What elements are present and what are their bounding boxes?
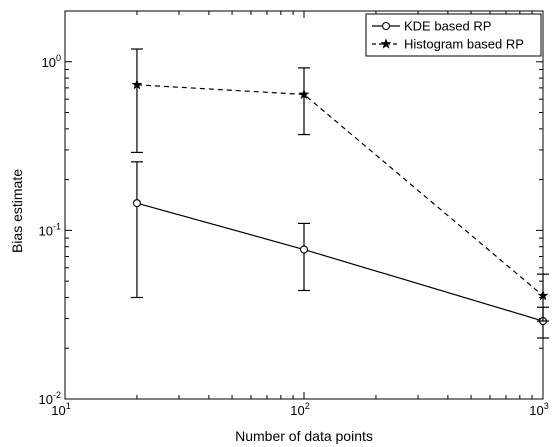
series-line bbox=[136, 84, 544, 297]
y-axis-label: Bias estimate bbox=[9, 169, 25, 253]
y-tick-label: 100 bbox=[42, 53, 61, 70]
circle-marker bbox=[299, 245, 309, 254]
series-group bbox=[130, 48, 549, 339]
star-marker bbox=[537, 290, 549, 301]
legend-box bbox=[365, 13, 542, 57]
y-tick-label: 10-2 bbox=[39, 390, 61, 407]
star-marker bbox=[131, 79, 143, 90]
y-tick-label: 10-1 bbox=[39, 221, 61, 238]
x-tick-label: 103 bbox=[529, 401, 548, 418]
circle-marker bbox=[132, 199, 141, 208]
series-1 bbox=[130, 161, 549, 339]
series-2 bbox=[130, 48, 549, 322]
circle-marker bbox=[381, 21, 391, 31]
axes: 101 102 103 10-2 10-1 100 bbox=[39, 10, 549, 418]
x-tick-label: 101 bbox=[51, 401, 70, 418]
x-axis-label: Number of data points bbox=[235, 428, 373, 444]
legend-label: KDE based RP bbox=[404, 19, 491, 34]
legend: KDE based RP Histogram based RP bbox=[365, 13, 542, 57]
x-tick-label: 102 bbox=[290, 401, 309, 418]
star-marker bbox=[298, 88, 310, 100]
legend-label: Histogram based RP bbox=[404, 37, 524, 52]
star-marker bbox=[380, 38, 392, 49]
